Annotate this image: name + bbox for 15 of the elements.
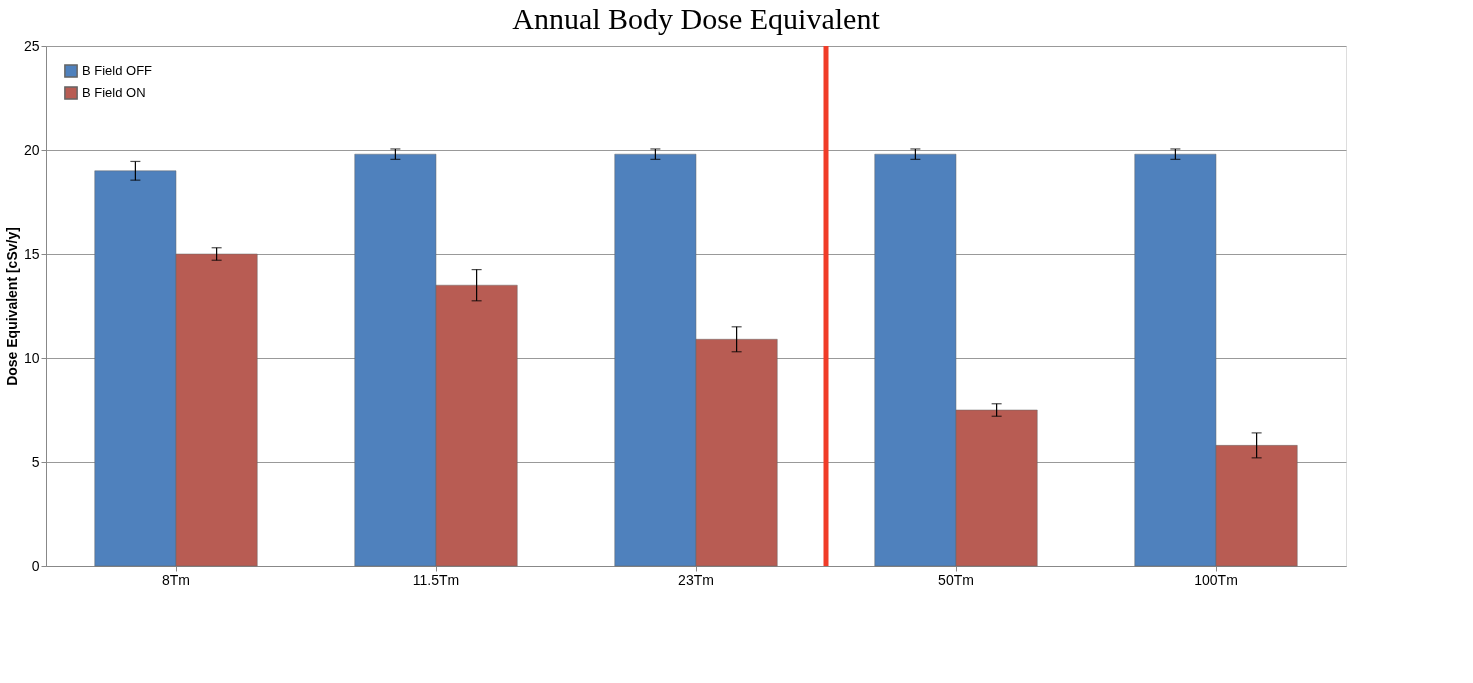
y-tick-label: 20: [23, 141, 40, 158]
x-tick-label: 50Tm: [938, 571, 974, 588]
y-tick-label: 25: [23, 37, 40, 54]
y-tick-label: 5: [31, 453, 40, 470]
legend-label: B Field ON: [82, 85, 146, 100]
legend-label: B Field OFF: [82, 63, 153, 78]
y-tick-label: 0: [31, 557, 40, 574]
y-tick-label: 10: [23, 349, 40, 366]
x-tick-label: 11.5Tm: [412, 571, 460, 588]
chart-title: Annual Body Dose Equivalent: [512, 2, 881, 35]
x-tick-label: 100Tm: [1194, 571, 1238, 588]
x-tick-label: 23Tm: [678, 571, 714, 588]
x-tick-label: 8Tm: [162, 571, 190, 588]
y-axis-title: Dose Equivalent [cSv/y]: [3, 227, 20, 386]
y-tick-label: 15: [23, 245, 40, 262]
